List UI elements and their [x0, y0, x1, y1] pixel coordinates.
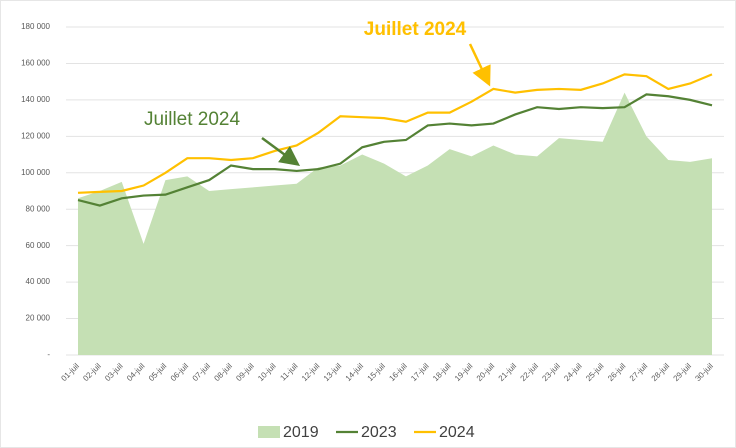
- legend-label: 2023: [361, 424, 397, 441]
- y-tick-label: 40 000: [26, 277, 51, 286]
- line: [77, 73, 713, 194]
- y-tick-label: 60 000: [26, 241, 51, 250]
- y-tick-label: 180 000: [21, 22, 50, 31]
- y-tick-label: -: [47, 350, 50, 359]
- annotation-arrow: [261, 136, 301, 166]
- legend-label: 2024: [439, 424, 475, 441]
- legend-swatch: [258, 426, 280, 438]
- area: [78, 92, 712, 355]
- annotation: Juillet 2024: [144, 109, 241, 130]
- annotation: Juillet 2024: [364, 19, 467, 40]
- y-tick-label: 160 000: [21, 59, 50, 68]
- annotation-arrow: [468, 43, 491, 87]
- y-tick-label: 20 000: [26, 314, 51, 323]
- y-tick-label: 80 000: [26, 204, 51, 213]
- legend-label: 2019: [283, 424, 319, 441]
- y-tick-label: 140 000: [21, 95, 50, 104]
- y-tick-label: 100 000: [21, 168, 50, 177]
- y-tick-label: 120 000: [21, 131, 50, 140]
- line: [77, 93, 713, 207]
